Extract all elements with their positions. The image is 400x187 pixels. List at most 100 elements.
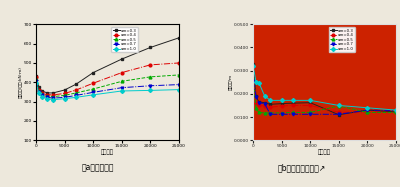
αm=0.5 — [365, 111, 370, 114]
Line: αm=0.7: αm=0.7 — [252, 80, 397, 116]
αm=0.5 — [91, 88, 96, 90]
αm=0.4 — [336, 111, 341, 114]
αm=1.0 — [262, 95, 267, 97]
Line: αm=0.3: αm=0.3 — [35, 36, 180, 94]
αm=0.3 — [176, 37, 181, 39]
X-axis label: 阵尼系数: 阵尼系数 — [101, 150, 114, 155]
αm=1.0 — [36, 92, 41, 94]
αm=0.4 — [176, 62, 181, 64]
αm=0.7 — [45, 96, 50, 99]
X-axis label: 阵尼系数: 阵尼系数 — [318, 150, 331, 155]
αm=0.4 — [262, 105, 267, 107]
Legend: αm=0.3, αm=0.4, αm=0.5, αm=0.7, αm=1.0: αm=0.3, αm=0.4, αm=0.5, αm=0.7, αm=1.0 — [111, 27, 138, 52]
Legend: αm=0.3, αm=0.4, αm=0.5, αm=0.7, αm=1.0: αm=0.3, αm=0.4, αm=0.5, αm=0.7, αm=1.0 — [328, 27, 355, 52]
αm=0.3 — [91, 71, 96, 74]
αm=0.5 — [254, 107, 258, 109]
αm=1.0 — [279, 99, 284, 102]
αm=1.0 — [268, 99, 273, 102]
αm=0.7 — [39, 94, 44, 96]
αm=1.0 — [308, 99, 313, 102]
αm=0.3 — [291, 102, 296, 104]
Line: αm=1.0: αm=1.0 — [252, 65, 397, 111]
Line: αm=0.3: αm=0.3 — [252, 62, 397, 116]
αm=1.0 — [336, 104, 341, 107]
αm=0.5 — [291, 111, 296, 114]
αm=0.7 — [34, 80, 38, 82]
αm=0.5 — [39, 93, 44, 95]
αm=0.7 — [308, 113, 313, 115]
αm=1.0 — [74, 96, 78, 99]
αm=0.5 — [148, 76, 153, 78]
αm=0.7 — [62, 96, 67, 99]
Y-axis label: 塔底弯矩(单位:kN·m): 塔底弯矩(单位:kN·m) — [18, 66, 22, 98]
αm=0.3 — [279, 102, 284, 105]
αm=0.7 — [279, 113, 284, 115]
αm=1.0 — [291, 99, 296, 102]
Line: αm=1.0: αm=1.0 — [35, 82, 180, 101]
αm=1.0 — [91, 94, 96, 96]
αm=0.4 — [254, 102, 258, 104]
αm=1.0 — [39, 96, 44, 98]
αm=1.0 — [51, 99, 56, 101]
αm=0.3 — [36, 86, 41, 88]
αm=0.4 — [365, 111, 370, 113]
αm=0.5 — [268, 112, 273, 114]
αm=0.5 — [34, 78, 38, 81]
αm=0.5 — [74, 92, 78, 94]
αm=0.3 — [148, 46, 153, 49]
αm=0.5 — [262, 112, 267, 114]
Text: （b）棁端纵向位移↗: （b）棁端纵向位移↗ — [278, 164, 326, 173]
αm=0.4 — [91, 82, 96, 84]
αm=0.5 — [45, 95, 50, 97]
αm=0.3 — [45, 92, 50, 94]
Line: αm=0.5: αm=0.5 — [35, 73, 180, 98]
αm=0.4 — [51, 94, 56, 96]
αm=1.0 — [394, 109, 398, 111]
αm=0.7 — [365, 109, 370, 111]
αm=0.5 — [256, 111, 261, 114]
αm=0.4 — [394, 111, 398, 114]
αm=1.0 — [34, 82, 38, 84]
Line: αm=0.4: αm=0.4 — [35, 62, 180, 96]
αm=0.7 — [394, 109, 398, 112]
αm=0.5 — [36, 90, 41, 92]
αm=0.7 — [36, 91, 41, 93]
αm=0.4 — [148, 64, 153, 66]
αm=1.0 — [148, 89, 153, 91]
αm=0.5 — [308, 111, 313, 114]
αm=0.4 — [308, 104, 313, 107]
αm=1.0 — [119, 90, 124, 92]
αm=0.3 — [308, 102, 313, 104]
αm=0.3 — [256, 101, 261, 103]
αm=0.7 — [176, 83, 181, 86]
Line: αm=0.7: αm=0.7 — [35, 79, 180, 99]
αm=0.4 — [291, 104, 296, 107]
αm=0.3 — [74, 83, 78, 85]
αm=0.3 — [268, 103, 273, 105]
αm=0.3 — [119, 58, 124, 60]
αm=0.3 — [262, 102, 267, 104]
αm=0.5 — [62, 94, 67, 96]
αm=0.7 — [336, 113, 341, 115]
αm=0.4 — [45, 94, 50, 96]
αm=0.7 — [251, 80, 256, 82]
αm=0.5 — [119, 80, 124, 82]
αm=0.4 — [251, 67, 256, 70]
αm=0.4 — [34, 76, 38, 79]
αm=1.0 — [254, 81, 258, 83]
αm=0.4 — [279, 105, 284, 107]
αm=0.7 — [119, 87, 124, 89]
αm=0.4 — [62, 92, 67, 95]
αm=1.0 — [251, 65, 256, 67]
αm=0.5 — [51, 95, 56, 98]
αm=0.3 — [39, 90, 44, 92]
Y-axis label: 棁端位移/m: 棁端位移/m — [228, 74, 232, 90]
Line: αm=0.4: αm=0.4 — [252, 67, 397, 114]
αm=0.4 — [119, 71, 124, 74]
αm=0.5 — [336, 105, 341, 107]
αm=0.3 — [51, 92, 56, 94]
αm=0.7 — [74, 94, 78, 96]
αm=0.5 — [251, 78, 256, 80]
αm=0.4 — [39, 92, 44, 94]
αm=0.4 — [74, 89, 78, 91]
